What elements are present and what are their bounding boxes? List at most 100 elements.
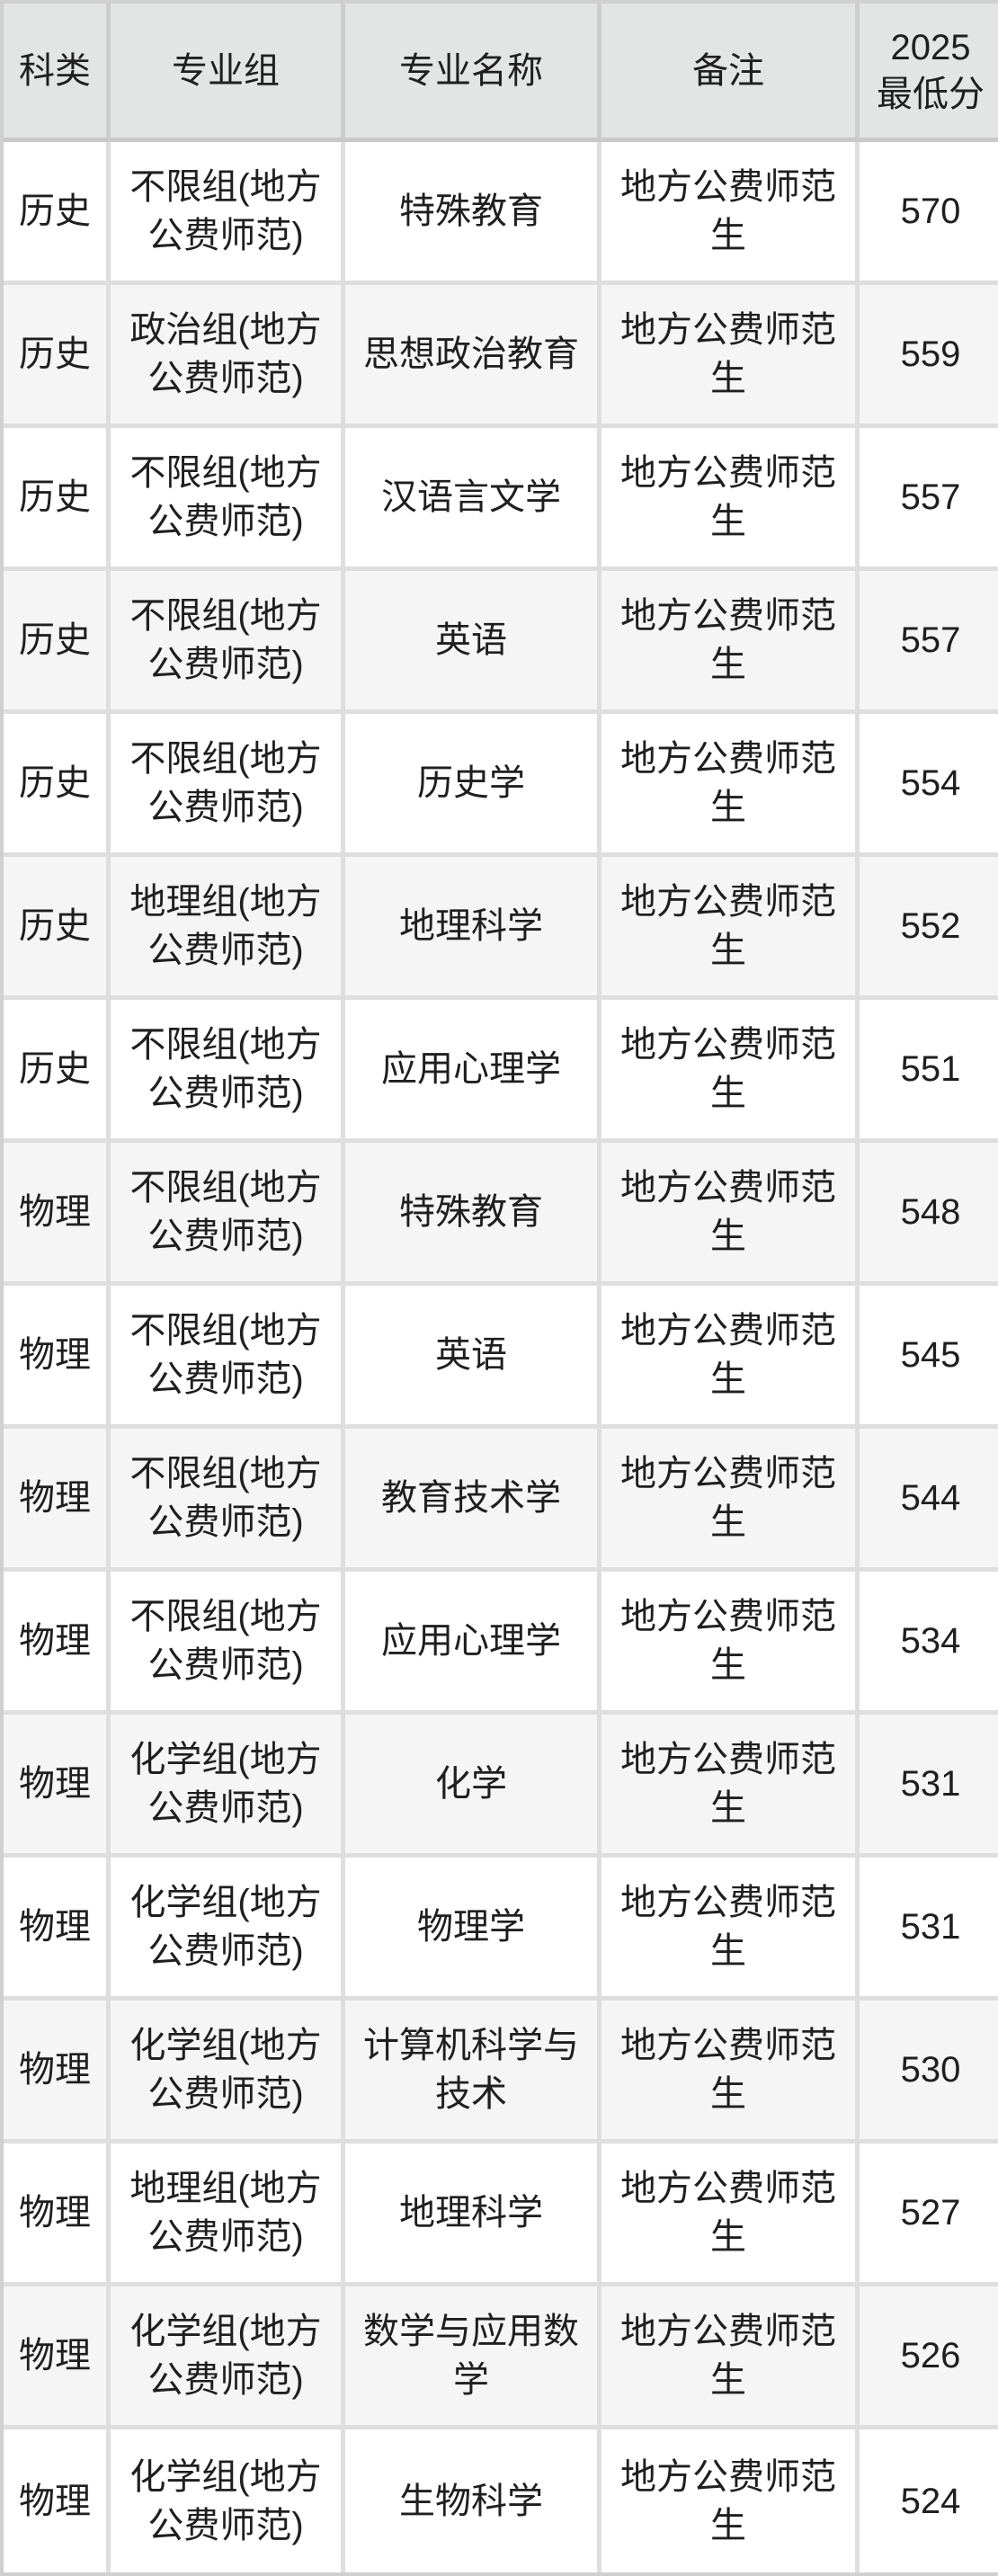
- cell-subject-category: 物理: [4, 2001, 111, 2144]
- cell-remark: 地方公费师范生: [601, 2286, 860, 2429]
- table-row: 物理 化学组(地方公费师范) 生物科学 地方公费师范生 524: [4, 2429, 998, 2572]
- cell-major-name: 特殊教育: [345, 1143, 601, 1286]
- cell-major-group: 地理组(地方公费师范): [111, 2144, 345, 2286]
- cell-min-score: 570: [860, 142, 998, 285]
- cell-major-name: 英语: [345, 571, 601, 714]
- cell-major-group: 不限组(地方公费师范): [111, 571, 345, 714]
- cell-min-score: 524: [860, 2429, 998, 2572]
- cell-min-score: 548: [860, 1143, 998, 1286]
- cell-major-name: 思想政治教育: [345, 285, 601, 428]
- cell-major-name: 应用心理学: [345, 1000, 601, 1143]
- cell-major-name: 地理科学: [345, 2144, 601, 2286]
- cell-major-group: 不限组(地方公费师范): [111, 1143, 345, 1286]
- cell-min-score: 545: [860, 1286, 998, 1429]
- cell-remark: 地方公费师范生: [601, 857, 860, 1000]
- cell-remark: 地方公费师范生: [601, 1286, 860, 1429]
- cell-remark: 地方公费师范生: [601, 1572, 860, 1715]
- cell-min-score: 544: [860, 1429, 998, 1572]
- cell-subject-category: 物理: [4, 2286, 111, 2429]
- table-row: 物理 不限组(地方公费师范) 教育技术学 地方公费师范生 544: [4, 1429, 998, 1572]
- cell-remark: 地方公费师范生: [601, 1000, 860, 1143]
- cell-remark: 地方公费师范生: [601, 714, 860, 857]
- cell-subject-category: 物理: [4, 1715, 111, 1858]
- table-row: 历史 地理组(地方公费师范) 地理科学 地方公费师范生 552: [4, 857, 998, 1000]
- cell-subject-category: 物理: [4, 1286, 111, 1429]
- table-row: 历史 不限组(地方公费师范) 汉语言文学 地方公费师范生 557: [4, 428, 998, 571]
- header-cell-major-group: 专业组: [111, 4, 345, 142]
- cell-major-name: 生物科学: [345, 2429, 601, 2572]
- cell-major-name: 历史学: [345, 714, 601, 857]
- cell-remark: 地方公费师范生: [601, 2001, 860, 2144]
- cell-major-group: 不限组(地方公费师范): [111, 428, 345, 571]
- cell-major-name: 特殊教育: [345, 142, 601, 285]
- table-row: 物理 不限组(地方公费师范) 英语 地方公费师范生 545: [4, 1286, 998, 1429]
- cell-major-group: 不限组(地方公费师范): [111, 714, 345, 857]
- table-row: 物理 化学组(地方公费师范) 计算机科学与技术 地方公费师范生 530: [4, 2001, 998, 2144]
- table-row: 物理 地理组(地方公费师范) 地理科学 地方公费师范生 527: [4, 2144, 998, 2286]
- cell-subject-category: 历史: [4, 142, 111, 285]
- header-cell-subject-category: 科类: [4, 4, 111, 142]
- cell-min-score: 527: [860, 2144, 998, 2286]
- cell-subject-category: 物理: [4, 1858, 111, 2001]
- cell-major-name: 物理学: [345, 1858, 601, 2001]
- cell-major-group: 地理组(地方公费师范): [111, 857, 345, 1000]
- cell-subject-category: 物理: [4, 2429, 111, 2572]
- table-header: 科类 专业组 专业名称 备注 2025 最低分: [4, 4, 998, 142]
- cell-remark: 地方公费师范生: [601, 571, 860, 714]
- cell-major-group: 不限组(地方公费师范): [111, 142, 345, 285]
- cell-major-group: 不限组(地方公费师范): [111, 1286, 345, 1429]
- cell-min-score: 557: [860, 428, 998, 571]
- cell-subject-category: 历史: [4, 1000, 111, 1143]
- cell-min-score: 530: [860, 2001, 998, 2144]
- table-row: 物理 化学组(地方公费师范) 物理学 地方公费师范生 531: [4, 1858, 998, 2001]
- cell-min-score: 551: [860, 1000, 998, 1143]
- table-row: 物理 化学组(地方公费师范) 数学与应用数学 地方公费师范生 526: [4, 2286, 998, 2429]
- table-row: 历史 不限组(地方公费师范) 历史学 地方公费师范生 554: [4, 714, 998, 857]
- table-body: 历史 不限组(地方公费师范) 特殊教育 地方公费师范生 570 历史 政治组(地…: [4, 142, 998, 2572]
- cell-major-name: 数学与应用数学: [345, 2286, 601, 2429]
- cell-min-score: 526: [860, 2286, 998, 2429]
- cell-subject-category: 物理: [4, 1429, 111, 1572]
- cell-subject-category: 物理: [4, 2144, 111, 2286]
- cell-remark: 地方公费师范生: [601, 1715, 860, 1858]
- table-row: 物理 不限组(地方公费师范) 应用心理学 地方公费师范生 534: [4, 1572, 998, 1715]
- cell-major-name: 地理科学: [345, 857, 601, 1000]
- cell-subject-category: 历史: [4, 571, 111, 714]
- cell-remark: 地方公费师范生: [601, 2429, 860, 2572]
- cell-major-group: 化学组(地方公费师范): [111, 2429, 345, 2572]
- cell-subject-category: 物理: [4, 1143, 111, 1286]
- table-row: 物理 化学组(地方公费师范) 化学 地方公费师范生 531: [4, 1715, 998, 1858]
- cell-subject-category: 历史: [4, 285, 111, 428]
- cell-subject-category: 历史: [4, 428, 111, 571]
- cell-min-score: 557: [860, 571, 998, 714]
- cell-remark: 地方公费师范生: [601, 1858, 860, 2001]
- cell-subject-category: 物理: [4, 1572, 111, 1715]
- table-row: 历史 不限组(地方公费师范) 英语 地方公费师范生 557: [4, 571, 998, 714]
- cell-major-group: 不限组(地方公费师范): [111, 1429, 345, 1572]
- cell-min-score: 552: [860, 857, 998, 1000]
- cell-remark: 地方公费师范生: [601, 142, 860, 285]
- header-cell-min-score-2025: 2025 最低分: [860, 4, 998, 142]
- cell-min-score: 531: [860, 1715, 998, 1858]
- cell-remark: 地方公费师范生: [601, 428, 860, 571]
- cell-subject-category: 历史: [4, 857, 111, 1000]
- cell-min-score: 534: [860, 1572, 998, 1715]
- cell-major-group: 政治组(地方公费师范): [111, 285, 345, 428]
- cell-remark: 地方公费师范生: [601, 285, 860, 428]
- cell-subject-category: 历史: [4, 714, 111, 857]
- cell-major-group: 不限组(地方公费师范): [111, 1572, 345, 1715]
- table-row: 物理 不限组(地方公费师范) 特殊教育 地方公费师范生 548: [4, 1143, 998, 1286]
- cell-major-group: 化学组(地方公费师范): [111, 1715, 345, 1858]
- cell-major-name: 应用心理学: [345, 1572, 601, 1715]
- header-cell-major-name: 专业名称: [345, 4, 601, 142]
- cell-major-name: 计算机科学与技术: [345, 2001, 601, 2144]
- cell-min-score: 554: [860, 714, 998, 857]
- cell-major-name: 英语: [345, 1286, 601, 1429]
- cell-major-name: 教育技术学: [345, 1429, 601, 1572]
- cell-remark: 地方公费师范生: [601, 1143, 860, 1286]
- cell-min-score: 559: [860, 285, 998, 428]
- table-row: 历史 政治组(地方公费师范) 思想政治教育 地方公费师范生 559: [4, 285, 998, 428]
- cell-major-group: 化学组(地方公费师范): [111, 2286, 345, 2429]
- cell-major-name: 化学: [345, 1715, 601, 1858]
